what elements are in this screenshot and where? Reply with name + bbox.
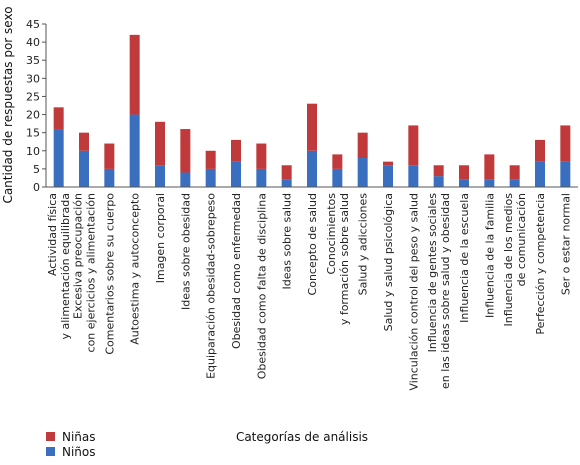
bar-ninos <box>459 179 469 187</box>
legend-swatch <box>46 432 55 441</box>
bar-ninas <box>408 125 419 166</box>
bar-ninas <box>459 165 469 180</box>
x-category-label: con ejercicios y alimentación <box>85 193 98 352</box>
y-tick-label: 40 <box>26 36 40 49</box>
y-tick-label: 35 <box>26 54 40 67</box>
x-category-label: Concepto de salud <box>306 193 319 295</box>
y-tick-label: 15 <box>26 127 40 140</box>
x-category-label: Influencia de la escuela <box>458 193 471 323</box>
bar-ninas <box>560 125 571 162</box>
bar-ninas <box>281 165 292 180</box>
x-category-label: Influencia de los medios <box>502 193 515 327</box>
bar-ninos <box>79 150 89 187</box>
bar-ninos <box>205 168 216 187</box>
bar-ninos <box>281 179 292 187</box>
bar-ninos <box>129 114 140 187</box>
x-category-label: Imagen corporal <box>154 193 167 283</box>
x-category-label: Vinculación control del peso y salud <box>407 193 420 391</box>
bar-ninas <box>205 150 216 169</box>
bar-ninas <box>79 132 89 151</box>
bar-ninas <box>383 161 393 166</box>
y-axis-ticks: 0 5 10 15 20 25 30 35 40 45 <box>26 18 46 194</box>
bar-ninas <box>535 139 545 162</box>
x-category-label: Salud y salud psicológica <box>382 193 395 331</box>
bar-ninos <box>535 161 545 187</box>
bar-ninas <box>256 143 267 169</box>
x-category-label: Obesidad como enfermedad <box>230 193 243 349</box>
bar-ninos <box>357 158 368 187</box>
bar-ninas <box>180 129 191 173</box>
x-category-label: Autoestima y autoconcepto <box>129 193 142 345</box>
x-category-label: y formación sobre salud <box>338 193 351 325</box>
bar-ninos <box>53 129 64 187</box>
x-category-label: Excesiva preocupación <box>72 193 85 319</box>
bar-ninas <box>332 154 343 169</box>
bar-ninas <box>155 121 165 166</box>
legend-label: Niños <box>62 445 96 459</box>
bar-ninos <box>180 172 191 187</box>
bar-ninos <box>332 168 343 187</box>
x-category-label: Influencia de gentes sociales <box>426 193 439 353</box>
bar-ninas <box>484 154 495 180</box>
y-tick-label: 30 <box>26 72 40 85</box>
bar-ninos <box>231 161 241 187</box>
bar-ninas <box>433 165 444 177</box>
x-axis-category-labels: Actividad física y alimentación equilibra… <box>46 193 572 391</box>
legend-swatch <box>46 447 55 456</box>
x-category-label: de comunicación <box>515 193 528 286</box>
y-tick-label: 45 <box>26 18 40 31</box>
bar-ninos <box>484 179 495 187</box>
bar-ninas <box>307 103 317 151</box>
x-category-label: Ideas sobre salud <box>281 193 294 289</box>
bar-ninas <box>357 132 368 159</box>
bar-ninas <box>104 143 115 169</box>
bar-ninos <box>155 165 165 187</box>
bars <box>53 34 571 187</box>
bar-ninas <box>509 165 520 180</box>
x-category-label: en las ideas sobre salud y obesidad <box>439 193 452 389</box>
x-category-label: Ideas sobre obesidad <box>179 193 192 310</box>
x-category-label: Perfección y competencia <box>534 193 547 335</box>
bar-ninas <box>129 34 140 115</box>
y-tick-label: 25 <box>26 90 40 103</box>
bar-ninos <box>408 165 419 187</box>
bar-ninos <box>383 165 393 187</box>
bar-ninos <box>433 176 444 187</box>
x-category-label: Equiparación obesidad-sobrepeso <box>205 193 218 379</box>
x-category-label: Salud y adicciones <box>357 193 370 296</box>
y-tick-label: 10 <box>26 145 40 158</box>
bar-ninas <box>231 139 241 162</box>
y-tick-label: 0 <box>33 181 40 194</box>
x-axis-title: Categorías de análisis <box>236 430 368 444</box>
bar-ninos <box>104 168 115 187</box>
bar-ninas <box>53 107 64 130</box>
bar-ninos <box>256 168 267 187</box>
x-category-label: Actividad física <box>46 193 59 276</box>
x-category-label: Conocimientos <box>325 193 338 275</box>
y-axis-title: Cantidad de respuestas por sexo <box>1 6 15 203</box>
x-category-label: y alimentación equilibrada <box>59 193 72 340</box>
bar-ninos <box>509 179 520 187</box>
x-category-label: Ser o estar normal <box>559 193 572 295</box>
y-tick-label: 5 <box>33 163 40 176</box>
bar-ninos <box>307 150 317 187</box>
legend-label: Niñas <box>62 430 96 444</box>
bar-ninos <box>560 161 571 187</box>
x-category-label: Obesidad como falta de disciplina <box>255 193 268 379</box>
x-category-label: Comentarios sobre su cuerpo <box>103 193 116 355</box>
x-category-label: Influencia de la familia <box>483 193 496 318</box>
y-tick-label: 20 <box>26 109 40 122</box>
